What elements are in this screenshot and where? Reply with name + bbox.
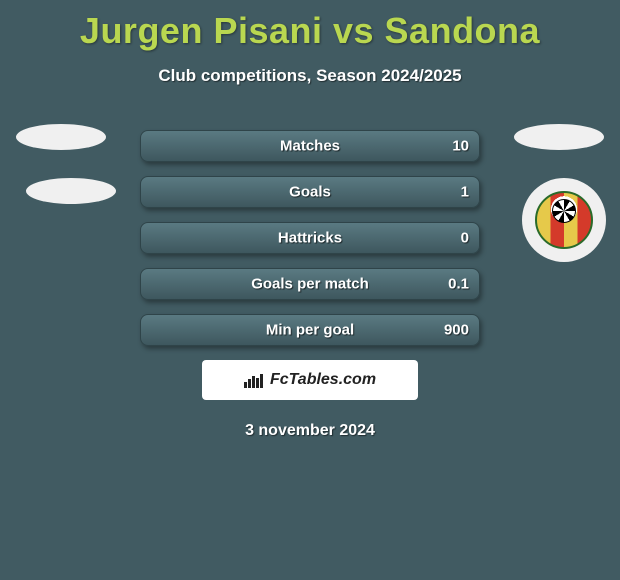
date-label: 3 november 2024 <box>0 422 620 440</box>
stat-label: Hattricks <box>141 230 479 247</box>
brand-text: FcTables.com <box>270 371 376 389</box>
stat-right-value: 1 <box>461 184 469 201</box>
brand-badge: FcTables.com <box>202 360 418 400</box>
stat-right-value: 900 <box>444 322 469 339</box>
stat-row: Goals per match 0.1 <box>140 268 480 300</box>
player-right-avatar-placeholder <box>514 124 604 150</box>
stat-label: Goals per match <box>141 276 479 293</box>
stat-label: Matches <box>141 138 479 155</box>
stat-right-value: 10 <box>452 138 469 155</box>
stat-label: Min per goal <box>141 322 479 339</box>
bars-chart-icon <box>244 372 264 388</box>
stat-right-value: 0.1 <box>448 276 469 293</box>
player-left-avatar-placeholder <box>16 124 106 150</box>
stat-label: Goals <box>141 184 479 201</box>
stat-right-value: 0 <box>461 230 469 247</box>
stat-row: Goals 1 <box>140 176 480 208</box>
subtitle: Club competitions, Season 2024/2025 <box>0 66 620 86</box>
stat-row: Hattricks 0 <box>140 222 480 254</box>
club-right-avatar <box>522 178 606 262</box>
club-crest-icon <box>535 191 593 249</box>
stats-container: Matches 10 Goals 1 Hattricks 0 Goals per… <box>140 130 480 346</box>
club-left-avatar-placeholder <box>26 178 116 204</box>
page-title: Jurgen Pisani vs Sandona <box>0 0 620 52</box>
stat-row: Matches 10 <box>140 130 480 162</box>
stat-row: Min per goal 900 <box>140 314 480 346</box>
